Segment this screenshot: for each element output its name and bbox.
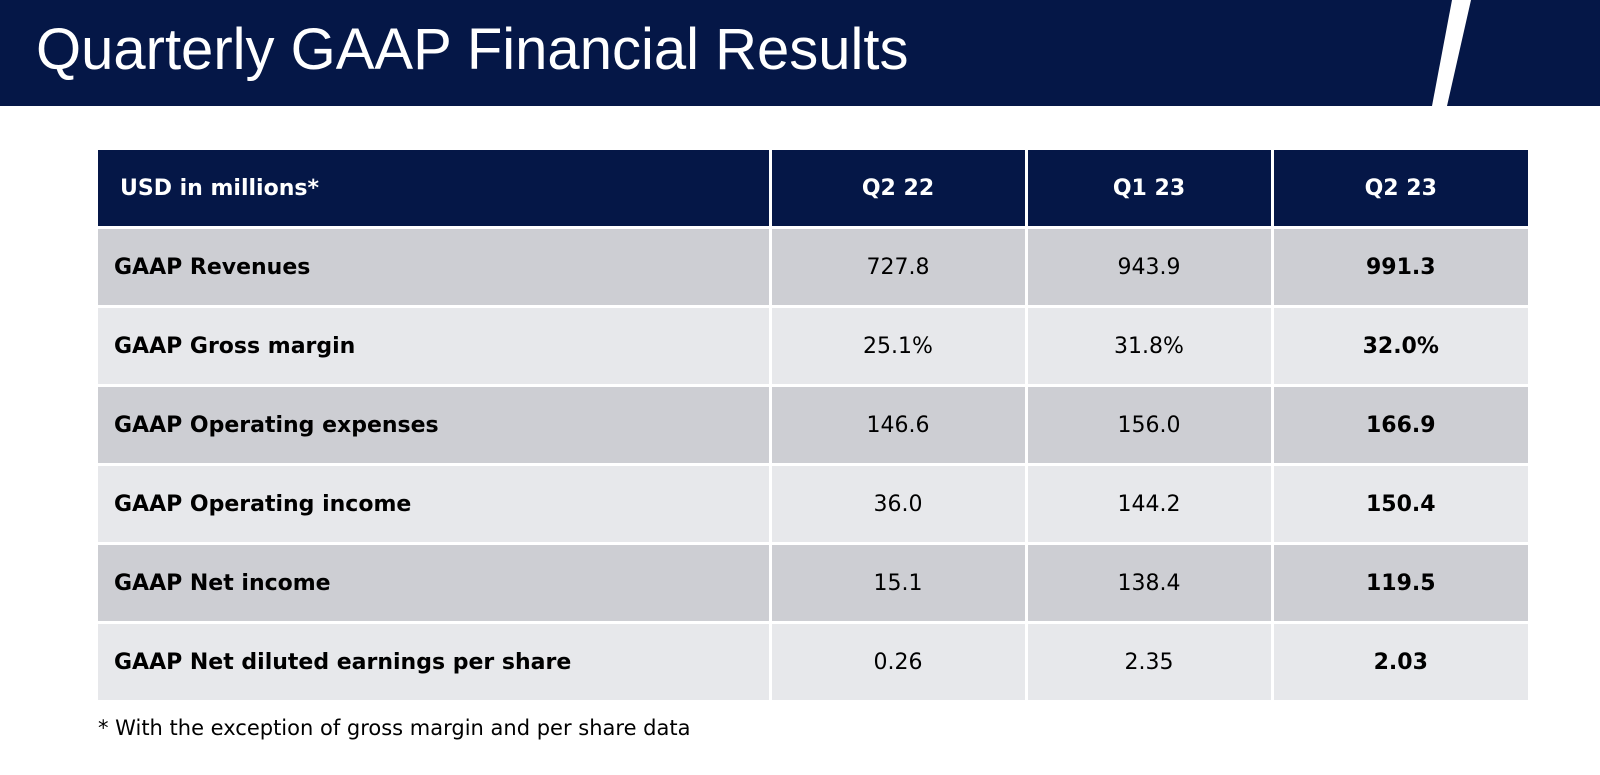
financial-results-table: USD in millions* Q2 22 Q1 23 Q2 23 GAAP … bbox=[98, 150, 1528, 703]
row-label: GAAP Operating expenses bbox=[98, 385, 772, 466]
cell-q2-22: 25.1% bbox=[768, 306, 1028, 387]
cell-q2-23: 32.0% bbox=[1270, 306, 1528, 387]
cell-q2-22: 36.0 bbox=[768, 464, 1028, 545]
cell-q2-22: 15.1 bbox=[768, 543, 1028, 624]
row-label: GAAP Revenues bbox=[98, 227, 772, 308]
cell-q2-23: 991.3 bbox=[1270, 227, 1528, 308]
cell-q2-23: 150.4 bbox=[1270, 464, 1528, 545]
header-row: USD in millions* Q2 22 Q1 23 Q2 23 bbox=[98, 150, 1528, 229]
footnote: * With the exception of gross margin and… bbox=[98, 716, 691, 740]
table-row: GAAP Gross margin 25.1% 31.8% 32.0% bbox=[98, 306, 1528, 387]
column-header-q2-22: Q2 22 bbox=[768, 150, 1028, 229]
cell-q2-22: 146.6 bbox=[768, 385, 1028, 466]
row-label: GAAP Gross margin bbox=[98, 306, 772, 387]
slash-accent-shape bbox=[1432, 0, 1471, 106]
row-label: GAAP Net income bbox=[98, 543, 772, 624]
table-body: GAAP Revenues 727.8 943.9 991.3 GAAP Gro… bbox=[98, 227, 1528, 703]
table-row: GAAP Net diluted earnings per share 0.26… bbox=[98, 622, 1528, 703]
row-label: GAAP Net diluted earnings per share bbox=[98, 622, 772, 703]
row-label: GAAP Operating income bbox=[98, 464, 772, 545]
table-row: GAAP Operating expenses 146.6 156.0 166.… bbox=[98, 385, 1528, 466]
table-row: GAAP Operating income 36.0 144.2 150.4 bbox=[98, 464, 1528, 545]
cell-q2-22: 0.26 bbox=[768, 622, 1028, 703]
cell-q1-23: 138.4 bbox=[1024, 543, 1274, 624]
column-header-units: USD in millions* bbox=[98, 150, 772, 229]
table-row: GAAP Net income 15.1 138.4 119.5 bbox=[98, 543, 1528, 624]
slash-accent-icon bbox=[1432, 0, 1471, 106]
column-header-q2-23: Q2 23 bbox=[1270, 150, 1528, 229]
table-header: USD in millions* Q2 22 Q1 23 Q2 23 bbox=[98, 150, 1528, 229]
cell-q2-23: 2.03 bbox=[1270, 622, 1528, 703]
cell-q2-23: 166.9 bbox=[1270, 385, 1528, 466]
cell-q2-22: 727.8 bbox=[768, 227, 1028, 308]
page-title: Quarterly GAAP Financial Results bbox=[36, 17, 909, 82]
cell-q1-23: 144.2 bbox=[1024, 464, 1274, 545]
cell-q1-23: 943.9 bbox=[1024, 227, 1274, 308]
cell-q2-23: 119.5 bbox=[1270, 543, 1528, 624]
column-header-q1-23: Q1 23 bbox=[1024, 150, 1274, 229]
cell-q1-23: 2.35 bbox=[1024, 622, 1274, 703]
title-bar: Quarterly GAAP Financial Results bbox=[0, 0, 1600, 106]
table-row: GAAP Revenues 727.8 943.9 991.3 bbox=[98, 227, 1528, 308]
cell-q1-23: 156.0 bbox=[1024, 385, 1274, 466]
cell-q1-23: 31.8% bbox=[1024, 306, 1274, 387]
